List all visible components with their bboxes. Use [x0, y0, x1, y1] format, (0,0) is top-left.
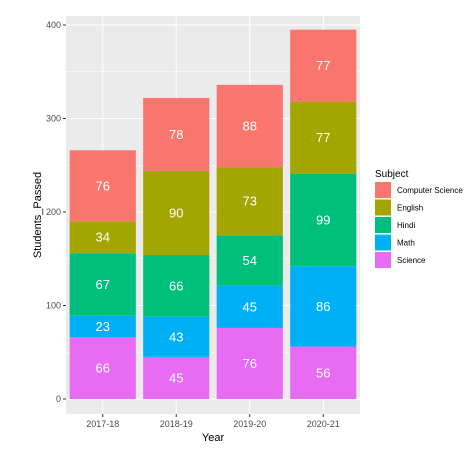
bar-value-label: 76	[243, 356, 257, 371]
x-axis: 2017-18 2018-19 2019-20 2020-21	[86, 414, 340, 429]
bar-segment	[290, 346, 357, 399]
bar-segment	[216, 285, 283, 328]
bar-segment	[216, 167, 283, 236]
bar-value-label: 56	[316, 365, 330, 380]
legend-label: Science	[397, 256, 426, 265]
legend-key	[375, 234, 391, 251]
bar-segment	[143, 97, 210, 171]
bar-value-label: 23	[96, 319, 110, 334]
bar-segment	[290, 266, 357, 347]
bar-value-label: 67	[96, 277, 110, 292]
bars-group	[69, 29, 357, 399]
y-tick-label: 100	[46, 301, 61, 311]
legend-label: English	[397, 204, 423, 213]
bar-segment	[216, 327, 283, 399]
legend-key	[375, 217, 391, 233]
bar-value-label: 78	[169, 127, 183, 142]
y-axis-title: Students_Passed	[32, 172, 44, 258]
bar-segment	[290, 173, 357, 267]
x-tick-label: 2019-20	[233, 419, 266, 429]
bar-segment	[143, 316, 210, 357]
bar-value-label: 88	[243, 118, 257, 133]
bar-value-label: 76	[96, 178, 110, 193]
bar-value-label: 90	[169, 205, 183, 220]
bar-value-label: 99	[316, 212, 330, 227]
bar-segment	[69, 150, 136, 222]
y-tick-label: 300	[46, 114, 61, 124]
x-axis-title: Year	[202, 432, 225, 444]
legend-key	[375, 182, 391, 198]
x-tick-label: 2020-21	[307, 419, 340, 429]
bar-value-label: 86	[316, 299, 330, 314]
x-tick-label: 2018-19	[160, 419, 193, 429]
legend-key	[375, 252, 391, 268]
bar-segment	[143, 255, 210, 317]
bar-value-label: 73	[243, 194, 257, 209]
bar-value-label: 77	[316, 58, 330, 73]
bar-value-label: 43	[169, 329, 183, 344]
bar-segment	[216, 235, 283, 286]
y-tick-label: 0	[56, 394, 61, 404]
x-tick-label: 2017-18	[86, 419, 119, 429]
bar-value-label: 66	[96, 361, 110, 376]
bar-value-label: 77	[316, 130, 330, 145]
legend-label: Hindi	[397, 221, 415, 230]
y-axis: 0 100 200 300 400	[46, 20, 66, 404]
bar-segment	[290, 29, 357, 102]
bar-segment	[69, 221, 136, 254]
bar-value-label: 34	[96, 230, 110, 245]
bar-segment	[69, 337, 136, 399]
bar-value-label: 54	[243, 253, 257, 268]
y-tick-label: 400	[46, 20, 61, 30]
bar-segment	[69, 253, 136, 316]
legend-label: Computer Science	[397, 186, 463, 195]
bar-segment	[290, 101, 357, 174]
bar-segment	[143, 356, 210, 399]
bar-segment	[216, 84, 283, 168]
legend-label: Math	[397, 239, 415, 248]
bar-value-label: 45	[169, 370, 183, 385]
legend: Subject Computer Science English Hindi Math…	[375, 169, 463, 268]
bar-segment	[143, 170, 210, 256]
bar-value-label: 45	[243, 299, 257, 314]
y-tick-label: 200	[46, 207, 61, 217]
bar-segment	[69, 315, 136, 338]
legend-title: Subject	[375, 169, 409, 180]
legend-key	[375, 199, 391, 216]
bar-labels-group: 66 23 67 34 76 45 43 66 90 78 76 45 54 73 88 56 86 99 77 77	[96, 58, 331, 385]
bar-value-label: 66	[169, 278, 183, 293]
